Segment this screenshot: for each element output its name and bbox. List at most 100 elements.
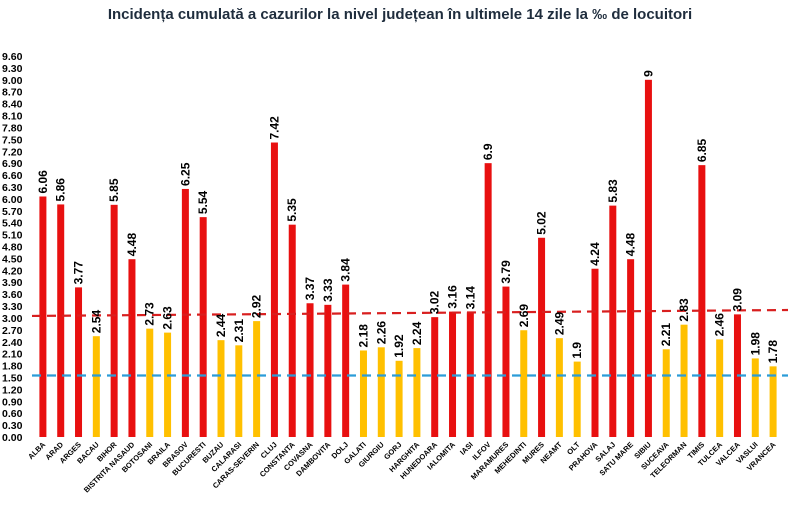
data-label: 1.9 <box>570 342 584 359</box>
y-tick-label: 5.10 <box>2 230 23 242</box>
bar <box>75 287 83 437</box>
y-tick-label: 5.70 <box>2 206 23 218</box>
bar <box>288 224 296 437</box>
data-label: 2.69 <box>517 304 531 328</box>
bar <box>235 345 243 437</box>
y-tick-label: 8.40 <box>2 99 23 111</box>
data-label: 6.9 <box>481 143 495 160</box>
bar <box>716 339 724 437</box>
bar <box>413 348 421 437</box>
data-label: 6.25 <box>178 162 192 186</box>
data-label: 3.16 <box>446 285 460 309</box>
y-tick-label: 4.20 <box>2 265 23 277</box>
bar <box>39 196 47 437</box>
y-tick-label: 0.60 <box>2 408 23 420</box>
y-tick-label: 0.90 <box>2 396 23 408</box>
data-label: 5.86 <box>54 178 68 202</box>
bar <box>555 338 563 437</box>
y-tick-label: 1.50 <box>2 372 23 384</box>
bar <box>199 217 207 437</box>
data-label: 2.73 <box>143 302 157 326</box>
data-label: 4.48 <box>125 233 139 257</box>
y-tick-label: 8.70 <box>2 87 23 99</box>
data-label: 3.14 <box>463 286 477 310</box>
data-label: 2.63 <box>161 306 175 330</box>
bar <box>751 358 759 437</box>
bar <box>324 304 332 437</box>
y-tick-label: 8.10 <box>2 111 23 123</box>
data-label: 3.84 <box>339 258 353 282</box>
bar <box>92 336 100 437</box>
y-tick-label: 7.20 <box>2 146 23 158</box>
data-label: 2.21 <box>659 323 673 347</box>
bar <box>342 284 350 437</box>
data-label: 6.85 <box>695 138 709 162</box>
bar <box>662 349 670 437</box>
y-tick-label: 9.00 <box>2 75 23 87</box>
y-tick-label: 1.20 <box>2 384 23 396</box>
bar <box>217 340 225 437</box>
bar <box>680 324 688 437</box>
data-label: 2.83 <box>677 298 691 322</box>
bar <box>502 286 510 437</box>
bar <box>359 350 367 437</box>
bar <box>181 188 189 437</box>
data-label: 2.24 <box>410 321 424 345</box>
data-label: 1.78 <box>766 340 780 364</box>
data-labels: 6.06 5.86 3.77 2.54 5.85 4.48 2.73 2.63 6.25 5.54… <box>36 70 780 364</box>
data-label: 5.85 <box>107 178 121 202</box>
data-label: 2.92 <box>250 294 264 318</box>
bar <box>573 361 581 437</box>
y-tick-label: 9.60 <box>2 51 23 63</box>
chart-title: Incidența cumulată a cazurilor la nivel … <box>107 6 693 23</box>
data-label: 3.37 <box>303 277 317 301</box>
y-tick-label: 4.50 <box>2 253 23 265</box>
data-label: 5.02 <box>535 211 549 235</box>
data-label: 5.35 <box>285 198 299 222</box>
data-label: 3.79 <box>499 260 513 284</box>
y-tick-label: 3.30 <box>2 301 23 313</box>
y-tick-label: 6.00 <box>2 194 23 206</box>
y-tick-label: 6.30 <box>2 182 23 194</box>
data-label: 2.44 <box>214 313 228 337</box>
y-tick-label: 9.30 <box>2 63 23 75</box>
bar <box>484 163 492 437</box>
bar <box>538 237 546 437</box>
data-label: 9 <box>641 70 655 77</box>
y-tick-label: 6.60 <box>2 170 23 182</box>
bar <box>253 321 261 437</box>
data-label: 4.24 <box>588 242 602 266</box>
y-tick-label: 3.90 <box>2 277 23 289</box>
y-tick-label: 0.30 <box>2 420 23 432</box>
data-label: 3.77 <box>72 261 86 285</box>
bar <box>627 259 635 437</box>
y-axis-ticks: 0.000.300.600.901.201.501.802.102.402.70… <box>2 51 23 444</box>
data-label: 5.83 <box>606 179 620 203</box>
data-label: 2.31 <box>232 319 246 343</box>
data-label: 2.26 <box>374 321 388 345</box>
y-tick-label: 2.40 <box>2 337 23 349</box>
data-label: 4.48 <box>624 233 638 257</box>
bar <box>609 205 617 437</box>
bar <box>591 268 599 437</box>
bar <box>128 259 136 437</box>
data-label: 1.98 <box>748 332 762 356</box>
data-label: 3.33 <box>321 278 335 302</box>
bar <box>449 311 457 437</box>
data-label: 2.54 <box>89 310 103 334</box>
bar <box>395 360 403 437</box>
data-label: 3.09 <box>730 288 744 312</box>
data-label: 2.46 <box>713 313 727 337</box>
y-tick-label: 6.90 <box>2 158 23 170</box>
bar <box>644 79 652 437</box>
y-tick-label: 1.80 <box>2 361 23 373</box>
bars <box>39 79 777 438</box>
y-tick-label: 0.00 <box>2 432 23 444</box>
bar <box>698 165 706 437</box>
data-label: 1.92 <box>392 334 406 358</box>
bar <box>377 347 385 437</box>
x-tick-label: ALBA <box>26 440 48 462</box>
y-tick-label: 3.00 <box>2 313 23 325</box>
